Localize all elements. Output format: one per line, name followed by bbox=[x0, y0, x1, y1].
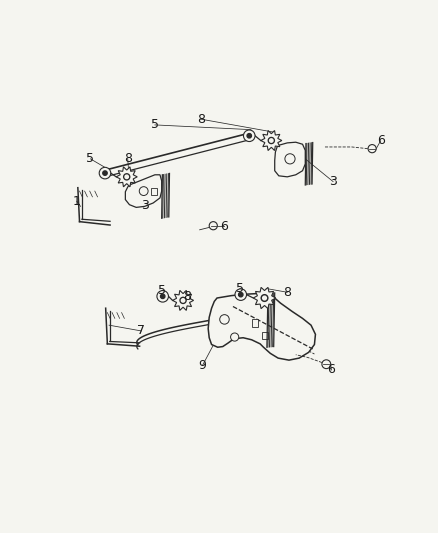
Circle shape bbox=[157, 290, 169, 302]
FancyBboxPatch shape bbox=[251, 319, 258, 327]
Text: 9: 9 bbox=[198, 359, 206, 372]
Text: 6: 6 bbox=[328, 364, 336, 376]
Polygon shape bbox=[253, 287, 276, 309]
Text: 6: 6 bbox=[221, 220, 228, 233]
Circle shape bbox=[180, 297, 186, 303]
Text: 5: 5 bbox=[151, 118, 159, 132]
Circle shape bbox=[209, 222, 217, 230]
Text: 5: 5 bbox=[236, 282, 244, 295]
Text: 5: 5 bbox=[86, 152, 95, 165]
Text: 7: 7 bbox=[137, 325, 145, 337]
Text: 3: 3 bbox=[329, 175, 337, 188]
Circle shape bbox=[268, 138, 274, 143]
Circle shape bbox=[230, 333, 239, 341]
Circle shape bbox=[160, 294, 165, 298]
FancyBboxPatch shape bbox=[262, 332, 268, 339]
Text: 8: 8 bbox=[124, 152, 132, 165]
Text: 1: 1 bbox=[73, 195, 81, 208]
Circle shape bbox=[247, 134, 251, 138]
Circle shape bbox=[124, 174, 130, 180]
Circle shape bbox=[285, 154, 295, 164]
Circle shape bbox=[99, 167, 111, 179]
Circle shape bbox=[220, 314, 229, 324]
Text: 8: 8 bbox=[283, 286, 291, 299]
Polygon shape bbox=[208, 294, 315, 360]
Circle shape bbox=[244, 130, 255, 142]
Polygon shape bbox=[116, 167, 137, 187]
Circle shape bbox=[270, 139, 273, 142]
Circle shape bbox=[239, 293, 243, 297]
Circle shape bbox=[261, 295, 268, 301]
Polygon shape bbox=[125, 175, 162, 207]
FancyBboxPatch shape bbox=[151, 188, 157, 195]
Circle shape bbox=[103, 171, 107, 175]
Circle shape bbox=[263, 296, 266, 300]
Text: 5: 5 bbox=[158, 284, 166, 297]
Polygon shape bbox=[173, 290, 194, 310]
Text: 8: 8 bbox=[197, 112, 205, 126]
Circle shape bbox=[181, 298, 185, 302]
Polygon shape bbox=[275, 142, 305, 177]
Circle shape bbox=[368, 144, 376, 153]
Text: 6: 6 bbox=[377, 134, 385, 147]
Text: 3: 3 bbox=[141, 199, 148, 212]
Polygon shape bbox=[261, 131, 282, 150]
Circle shape bbox=[125, 175, 128, 179]
Circle shape bbox=[235, 289, 247, 301]
Circle shape bbox=[322, 360, 331, 369]
Text: 8: 8 bbox=[183, 290, 191, 303]
Circle shape bbox=[139, 187, 148, 196]
